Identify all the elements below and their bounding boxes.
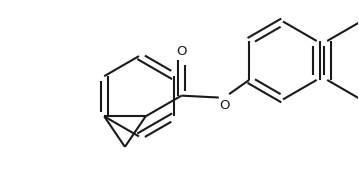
Text: O: O (220, 99, 230, 112)
Text: O: O (176, 45, 187, 58)
